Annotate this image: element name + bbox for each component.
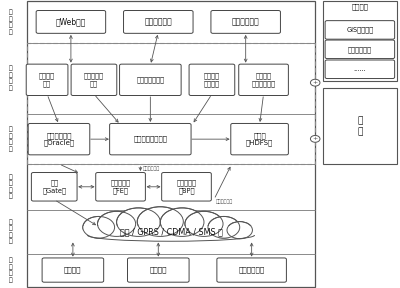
Text: 实时数据监测: 实时数据监测	[144, 18, 172, 26]
Text: 接
口: 接 口	[357, 116, 362, 136]
Text: 通
信
网
络: 通 信 网 络	[8, 219, 12, 244]
Text: 定时计算
服务: 定时计算 服务	[39, 73, 55, 87]
Text: 低压集抄终端: 低压集抄终端	[238, 267, 265, 273]
Text: 网关
（Gate）: 网关 （Gate）	[42, 180, 66, 194]
FancyBboxPatch shape	[26, 64, 68, 96]
Text: 数
据
展
现: 数 据 展 现	[8, 10, 12, 35]
Text: 其他系统: 其他系统	[351, 3, 368, 10]
FancyBboxPatch shape	[28, 124, 90, 155]
Bar	[27, 1, 315, 287]
Bar	[87, 230, 254, 238]
FancyBboxPatch shape	[239, 64, 288, 96]
Ellipse shape	[116, 208, 160, 236]
Circle shape	[310, 79, 320, 86]
Bar	[323, 1, 397, 81]
FancyBboxPatch shape	[110, 124, 191, 155]
Text: 关系型数据库
（Oracle）: 关系型数据库 （Oracle）	[44, 132, 74, 146]
FancyBboxPatch shape	[36, 11, 106, 33]
Text: 通信前置机
（FE）: 通信前置机 （FE）	[110, 180, 130, 194]
FancyBboxPatch shape	[96, 173, 145, 201]
Text: 数
据
存
储: 数 据 存 储	[8, 126, 12, 151]
Text: ......: ......	[354, 66, 366, 72]
FancyBboxPatch shape	[124, 11, 193, 33]
Text: 公变终端: 公变终端	[150, 267, 167, 273]
Text: 数
据
处
理: 数 据 处 理	[8, 66, 12, 91]
Text: 海量数据
离线处理: 海量数据 离线处理	[204, 73, 220, 87]
Bar	[83, 226, 258, 235]
FancyBboxPatch shape	[211, 11, 280, 33]
Ellipse shape	[208, 217, 240, 238]
FancyBboxPatch shape	[325, 21, 395, 39]
Text: 业务处理器
（BP）: 业务处理器 （BP）	[176, 180, 196, 194]
FancyBboxPatch shape	[31, 173, 77, 201]
Text: 实时数据流
处理: 实时数据流 处理	[84, 73, 104, 87]
Text: 气象信息系统: 气象信息系统	[348, 46, 372, 53]
Bar	[27, 43, 315, 164]
Ellipse shape	[83, 217, 114, 238]
Ellipse shape	[185, 211, 223, 236]
Text: 分布式内存数据库: 分布式内存数据库	[133, 136, 167, 143]
Circle shape	[310, 135, 320, 142]
Text: 复杂事件流处理: 复杂事件流处理	[136, 77, 164, 83]
Text: 采集数据入库: 采集数据入库	[142, 166, 160, 171]
FancyBboxPatch shape	[189, 64, 235, 96]
Ellipse shape	[160, 208, 204, 236]
Text: 数据挖掘
（机器学习）: 数据挖掘 （机器学习）	[252, 73, 276, 87]
Text: GIS信息系统: GIS信息系统	[346, 26, 374, 33]
Text: +: +	[312, 136, 318, 141]
Text: 采
集
设
备: 采 集 设 备	[8, 258, 12, 283]
FancyBboxPatch shape	[42, 258, 104, 282]
Ellipse shape	[137, 207, 183, 236]
FancyBboxPatch shape	[128, 258, 189, 282]
Text: 专变终端: 专变终端	[64, 267, 82, 273]
Text: 海量数据查询: 海量数据查询	[232, 18, 260, 26]
FancyBboxPatch shape	[120, 64, 181, 96]
FancyBboxPatch shape	[325, 40, 395, 58]
FancyBboxPatch shape	[325, 60, 395, 79]
Text: +: +	[312, 80, 318, 85]
Text: 通
信
服
务: 通 信 服 务	[8, 174, 12, 199]
Ellipse shape	[98, 211, 136, 236]
FancyBboxPatch shape	[71, 64, 117, 96]
FancyBboxPatch shape	[162, 173, 211, 201]
Text: 采集数据入库: 采集数据入库	[216, 199, 233, 204]
FancyBboxPatch shape	[217, 258, 286, 282]
Ellipse shape	[227, 221, 252, 239]
Text: 层Web应用: 层Web应用	[56, 18, 86, 26]
Bar	[323, 88, 397, 164]
Text: 光纤 / GPRS / CDMA / SMS 等: 光纤 / GPRS / CDMA / SMS 等	[120, 227, 222, 236]
Text: 云存储
（HDFS）: 云存储 （HDFS）	[246, 132, 273, 146]
FancyBboxPatch shape	[231, 124, 288, 155]
